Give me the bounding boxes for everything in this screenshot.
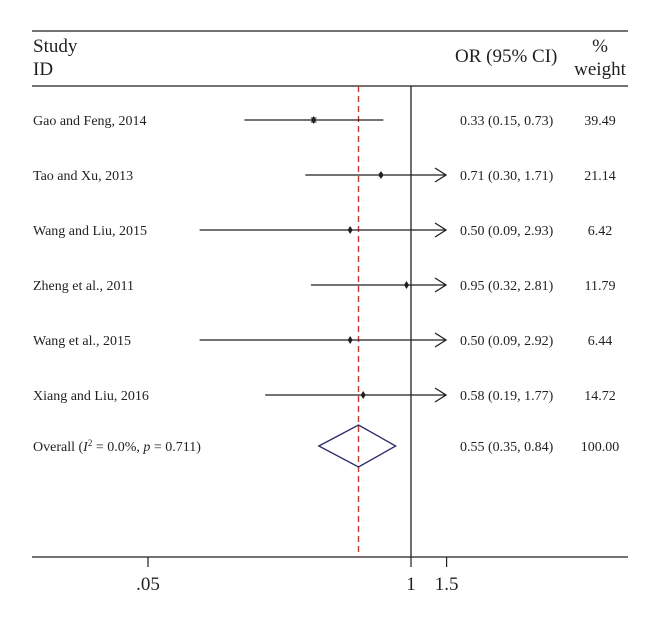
- study-row: Zheng et al., 2011 0.95 (0.32, 2.81) 11.79: [33, 277, 616, 294]
- x-tick-label: .05: [136, 574, 160, 595]
- overall-ci-text: 0.55 (0.35, 0.84): [460, 440, 554, 455]
- ci-text: 0.58 (0.19, 1.77): [460, 389, 554, 404]
- study-label: Xiang and Liu, 2016: [33, 389, 149, 404]
- ci-text: 0.71 (0.30, 1.71): [460, 169, 554, 184]
- study-row: Wang and Liu, 2015 0.50 (0.09, 2.93) 6.42: [33, 222, 613, 239]
- overall-row: Overall (I2 = 0.0%, p = 0.711) 0.55 (0.3…: [33, 424, 620, 468]
- overall-label: Overall (I2 = 0.0%, p = 0.711): [33, 438, 201, 455]
- point-estimate: [347, 226, 353, 234]
- point-estimate: [360, 391, 366, 399]
- x-tick-label: 1: [406, 574, 416, 595]
- point-estimate: [403, 281, 409, 289]
- study-rows: Gao and Feng, 2014 0.33 (0.15, 0.73) 39.49…: [33, 114, 616, 404]
- weight-text: 11.79: [585, 279, 616, 294]
- study-label: Zheng et al., 2011: [33, 279, 134, 294]
- ci-text: 0.50 (0.09, 2.92): [460, 334, 554, 349]
- study-label: Wang et al., 2015: [33, 334, 131, 349]
- header-id: ID: [33, 59, 53, 80]
- study-label: Wang and Liu, 2015: [33, 224, 147, 239]
- weight-text: 6.44: [588, 334, 613, 349]
- weight-text: 39.49: [584, 114, 616, 129]
- overall-diamond: [317, 424, 398, 468]
- ci-arrow: [434, 332, 448, 348]
- header-percent: %: [592, 36, 608, 57]
- header-weight: weight: [574, 59, 626, 80]
- weight-text: 21.14: [584, 169, 616, 184]
- x-axis: .05 1 1.5: [136, 557, 458, 595]
- x-tick-label: 1.5: [435, 574, 459, 595]
- point-estimate: [347, 336, 353, 344]
- ci-arrow: [434, 167, 448, 183]
- study-row: Wang et al., 2015 0.50 (0.09, 2.92) 6.44: [33, 332, 613, 349]
- header-or-ci: OR (95% CI): [455, 46, 557, 67]
- ci-text: 0.95 (0.32, 2.81): [460, 279, 554, 294]
- ci-arrow: [434, 387, 448, 403]
- ci-text: 0.50 (0.09, 2.93): [460, 224, 554, 239]
- point-estimate: [311, 116, 317, 124]
- overall-weight-text: 100.00: [581, 440, 620, 455]
- weight-text: 14.72: [584, 389, 616, 404]
- weight-text: 6.42: [588, 224, 613, 239]
- study-row: Xiang and Liu, 2016 0.58 (0.19, 1.77) 14.7…: [33, 387, 616, 404]
- study-row: Gao and Feng, 2014 0.33 (0.15, 0.73) 39.49: [33, 114, 616, 129]
- ci-arrow: [434, 277, 448, 293]
- ci-text: 0.33 (0.15, 0.73): [460, 114, 554, 129]
- study-label: Gao and Feng, 2014: [33, 114, 147, 129]
- header-study: Study: [33, 36, 78, 57]
- study-label: Tao and Xu, 2013: [33, 169, 133, 184]
- study-row: Tao and Xu, 2013 0.71 (0.30, 1.71) 21.14: [33, 167, 616, 184]
- ci-arrow: [434, 222, 448, 238]
- point-estimate: [378, 171, 384, 179]
